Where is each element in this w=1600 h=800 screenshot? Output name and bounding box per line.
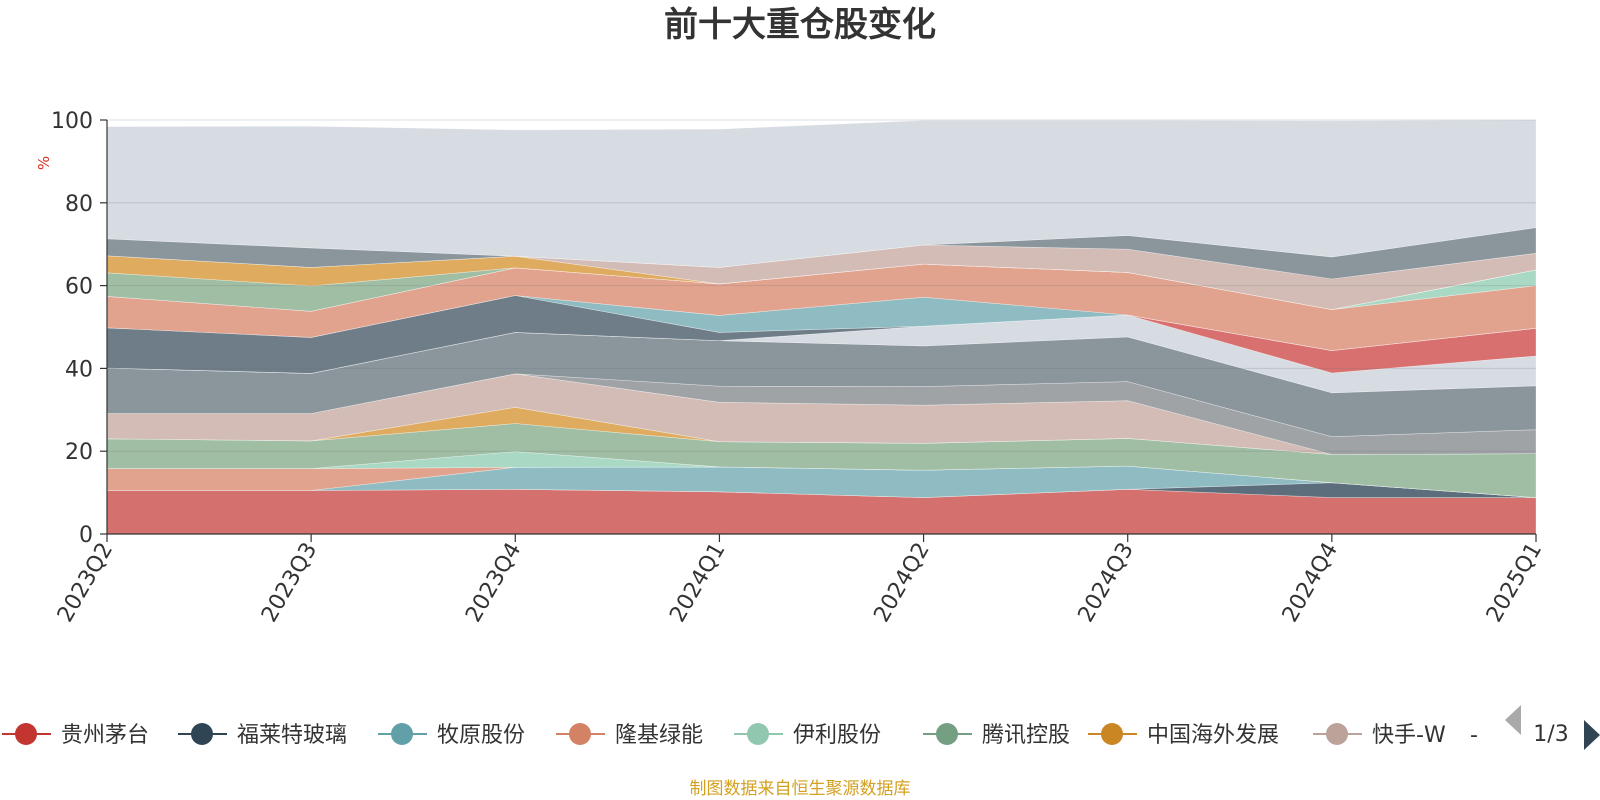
gridlines	[107, 119, 1536, 452]
legend-page-indicator: 1/3	[1533, 722, 1568, 747]
legend-item[interactable]: 牧原股份	[378, 723, 525, 748]
x-tick-label: 2024Q1	[665, 539, 730, 627]
legend-marker-icon	[15, 723, 37, 745]
legend-item[interactable]: 伊利股份	[734, 723, 881, 748]
legend-item[interactable]: 中国海外发展	[1088, 723, 1279, 748]
legend-marker-icon	[1326, 723, 1348, 745]
x-tick-label: 2025Q1	[1482, 539, 1547, 627]
legend-pager: 1/3	[1505, 705, 1600, 750]
y-tick-label: 40	[65, 357, 93, 382]
y-axis-unit-label: %	[35, 156, 53, 170]
legend-item[interactable]: 福莱特玻璃	[178, 723, 347, 748]
legend-label: 隆基绿能	[615, 723, 703, 748]
legend-label: 牧原股份	[437, 723, 525, 748]
legend: 贵州茅台 福莱特玻璃 牧原股份 隆基绿能 伊利股份 腾讯控股 中国海外发展 快手-W -	[2, 723, 1478, 748]
legend-marker-icon	[1101, 723, 1123, 745]
legend-marker-icon	[569, 723, 591, 745]
x-tick-label: 2023Q2	[53, 539, 118, 627]
x-tick-label: 2023Q3	[257, 539, 322, 627]
y-axis-ticks: 0 20 40 60 80 100	[51, 109, 107, 548]
legend-item[interactable]: 贵州茅台	[2, 723, 149, 748]
y-tick-label: 20	[65, 440, 93, 465]
legend-item[interactable]: 腾讯控股	[923, 723, 1070, 748]
y-tick-label: 60	[65, 275, 93, 300]
legend-prev-page-icon[interactable]	[1505, 705, 1521, 735]
x-tick-label: 2024Q3	[1074, 539, 1139, 627]
legend-label: 中国海外发展	[1147, 723, 1279, 748]
legend-label: 贵州茅台	[61, 723, 149, 748]
legend-label: 伊利股份	[793, 723, 881, 748]
legend-label: 福莱特玻璃	[237, 723, 347, 748]
area-series-group	[106, 119, 1537, 535]
x-axis-ticks: 2023Q2 2023Q3 2023Q4 2024Q1 2024Q2 2024Q3 2024…	[53, 534, 1547, 627]
y-tick-label: 100	[51, 109, 93, 134]
legend-marker-icon	[747, 723, 769, 745]
y-tick-label: 0	[79, 523, 93, 548]
area-series-21	[106, 119, 1537, 268]
chart-title: 前十大重仓股变化	[664, 5, 936, 45]
legend-marker-icon	[191, 723, 213, 745]
legend-label: 腾讯控股	[982, 723, 1070, 748]
x-tick-label: 2023Q4	[461, 539, 526, 627]
axes	[106, 120, 1536, 535]
legend-marker-icon	[391, 723, 413, 745]
legend-label: 快手-W	[1372, 723, 1446, 748]
y-tick-label: 80	[65, 192, 93, 217]
x-tick-label: 2024Q4	[1278, 539, 1343, 627]
legend-marker-icon	[936, 723, 958, 745]
data-source-note: 制图数据来自恒生聚源数据库	[690, 779, 911, 799]
legend-next-page-icon[interactable]	[1584, 720, 1600, 750]
legend-overflow-marker: -	[1470, 723, 1478, 748]
legend-item[interactable]: 快手-W	[1313, 723, 1446, 748]
legend-item[interactable]: 隆基绿能	[556, 723, 703, 748]
x-tick-label: 2024Q2	[869, 539, 934, 627]
